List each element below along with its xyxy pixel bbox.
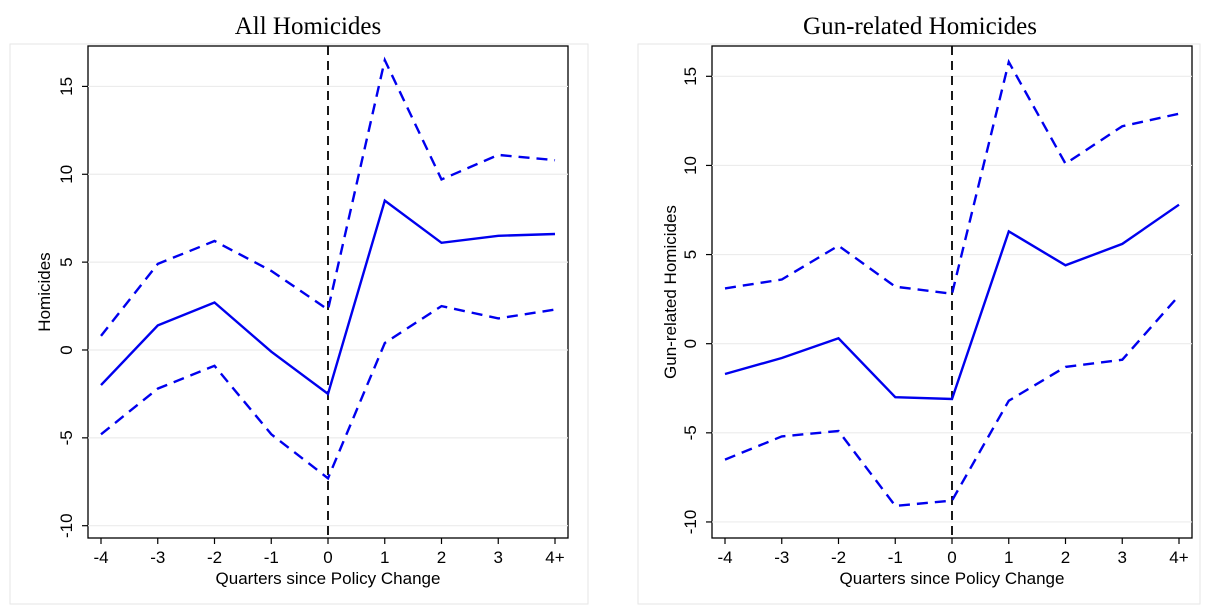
- y-tick-label: -5: [681, 425, 700, 440]
- x-axis-title: Quarters since Policy Change: [216, 569, 441, 588]
- x-tick-label: 1: [380, 548, 389, 567]
- x-tick-label: 1: [1004, 548, 1013, 567]
- x-tick-label: 3: [494, 548, 503, 567]
- x-tick-label: -2: [831, 548, 846, 567]
- y-axis-title: Homicides: [35, 252, 54, 331]
- y-tick-label: 0: [681, 339, 700, 348]
- y-tick-label: 10: [57, 165, 76, 184]
- upper-ci-line: [724, 58, 1180, 296]
- x-tick-label: 4+: [1169, 548, 1188, 567]
- x-tick-label: 0: [323, 548, 332, 567]
- y-tick-label: 15: [57, 77, 76, 96]
- y-tick-label: 15: [681, 67, 700, 86]
- x-tick-label: -3: [150, 548, 165, 567]
- y-tick-label: 5: [57, 257, 76, 266]
- x-tick-label: -1: [264, 548, 279, 567]
- y-tick-label: -10: [57, 513, 76, 538]
- pane-border: [9, 43, 589, 605]
- estimate-line: [724, 203, 1180, 401]
- lower-ci-line: [724, 294, 1180, 508]
- chart-title: Gun-related Homicides: [803, 13, 1037, 40]
- y-tick-label: -10: [681, 510, 700, 535]
- pane-border: [637, 43, 1201, 605]
- y-axis-title: Gun-related Homicides: [661, 205, 680, 379]
- x-tick-label: 4+: [545, 548, 564, 567]
- y-tick-label: -5: [57, 430, 76, 445]
- x-tick-label: 0: [947, 548, 956, 567]
- chart-title: All Homicides: [235, 13, 382, 40]
- x-tick-label: -3: [774, 548, 789, 567]
- y-tick-label: 5: [681, 250, 700, 259]
- x-tick-label: -1: [888, 548, 903, 567]
- x-tick-label: -2: [207, 548, 222, 567]
- x-tick-label: -4: [717, 548, 732, 567]
- y-tick-label: 0: [57, 345, 76, 354]
- x-axis-title: Quarters since Policy Change: [840, 569, 1065, 588]
- y-tick-label: 10: [681, 156, 700, 175]
- estimate-line: [100, 198, 556, 396]
- lower-ci-line: [100, 304, 556, 481]
- x-tick-label: 2: [437, 548, 446, 567]
- x-tick-label: -4: [93, 548, 108, 567]
- x-tick-label: 2: [1061, 548, 1070, 567]
- x-tick-label: 3: [1118, 548, 1127, 567]
- upper-ci-line: [100, 56, 556, 337]
